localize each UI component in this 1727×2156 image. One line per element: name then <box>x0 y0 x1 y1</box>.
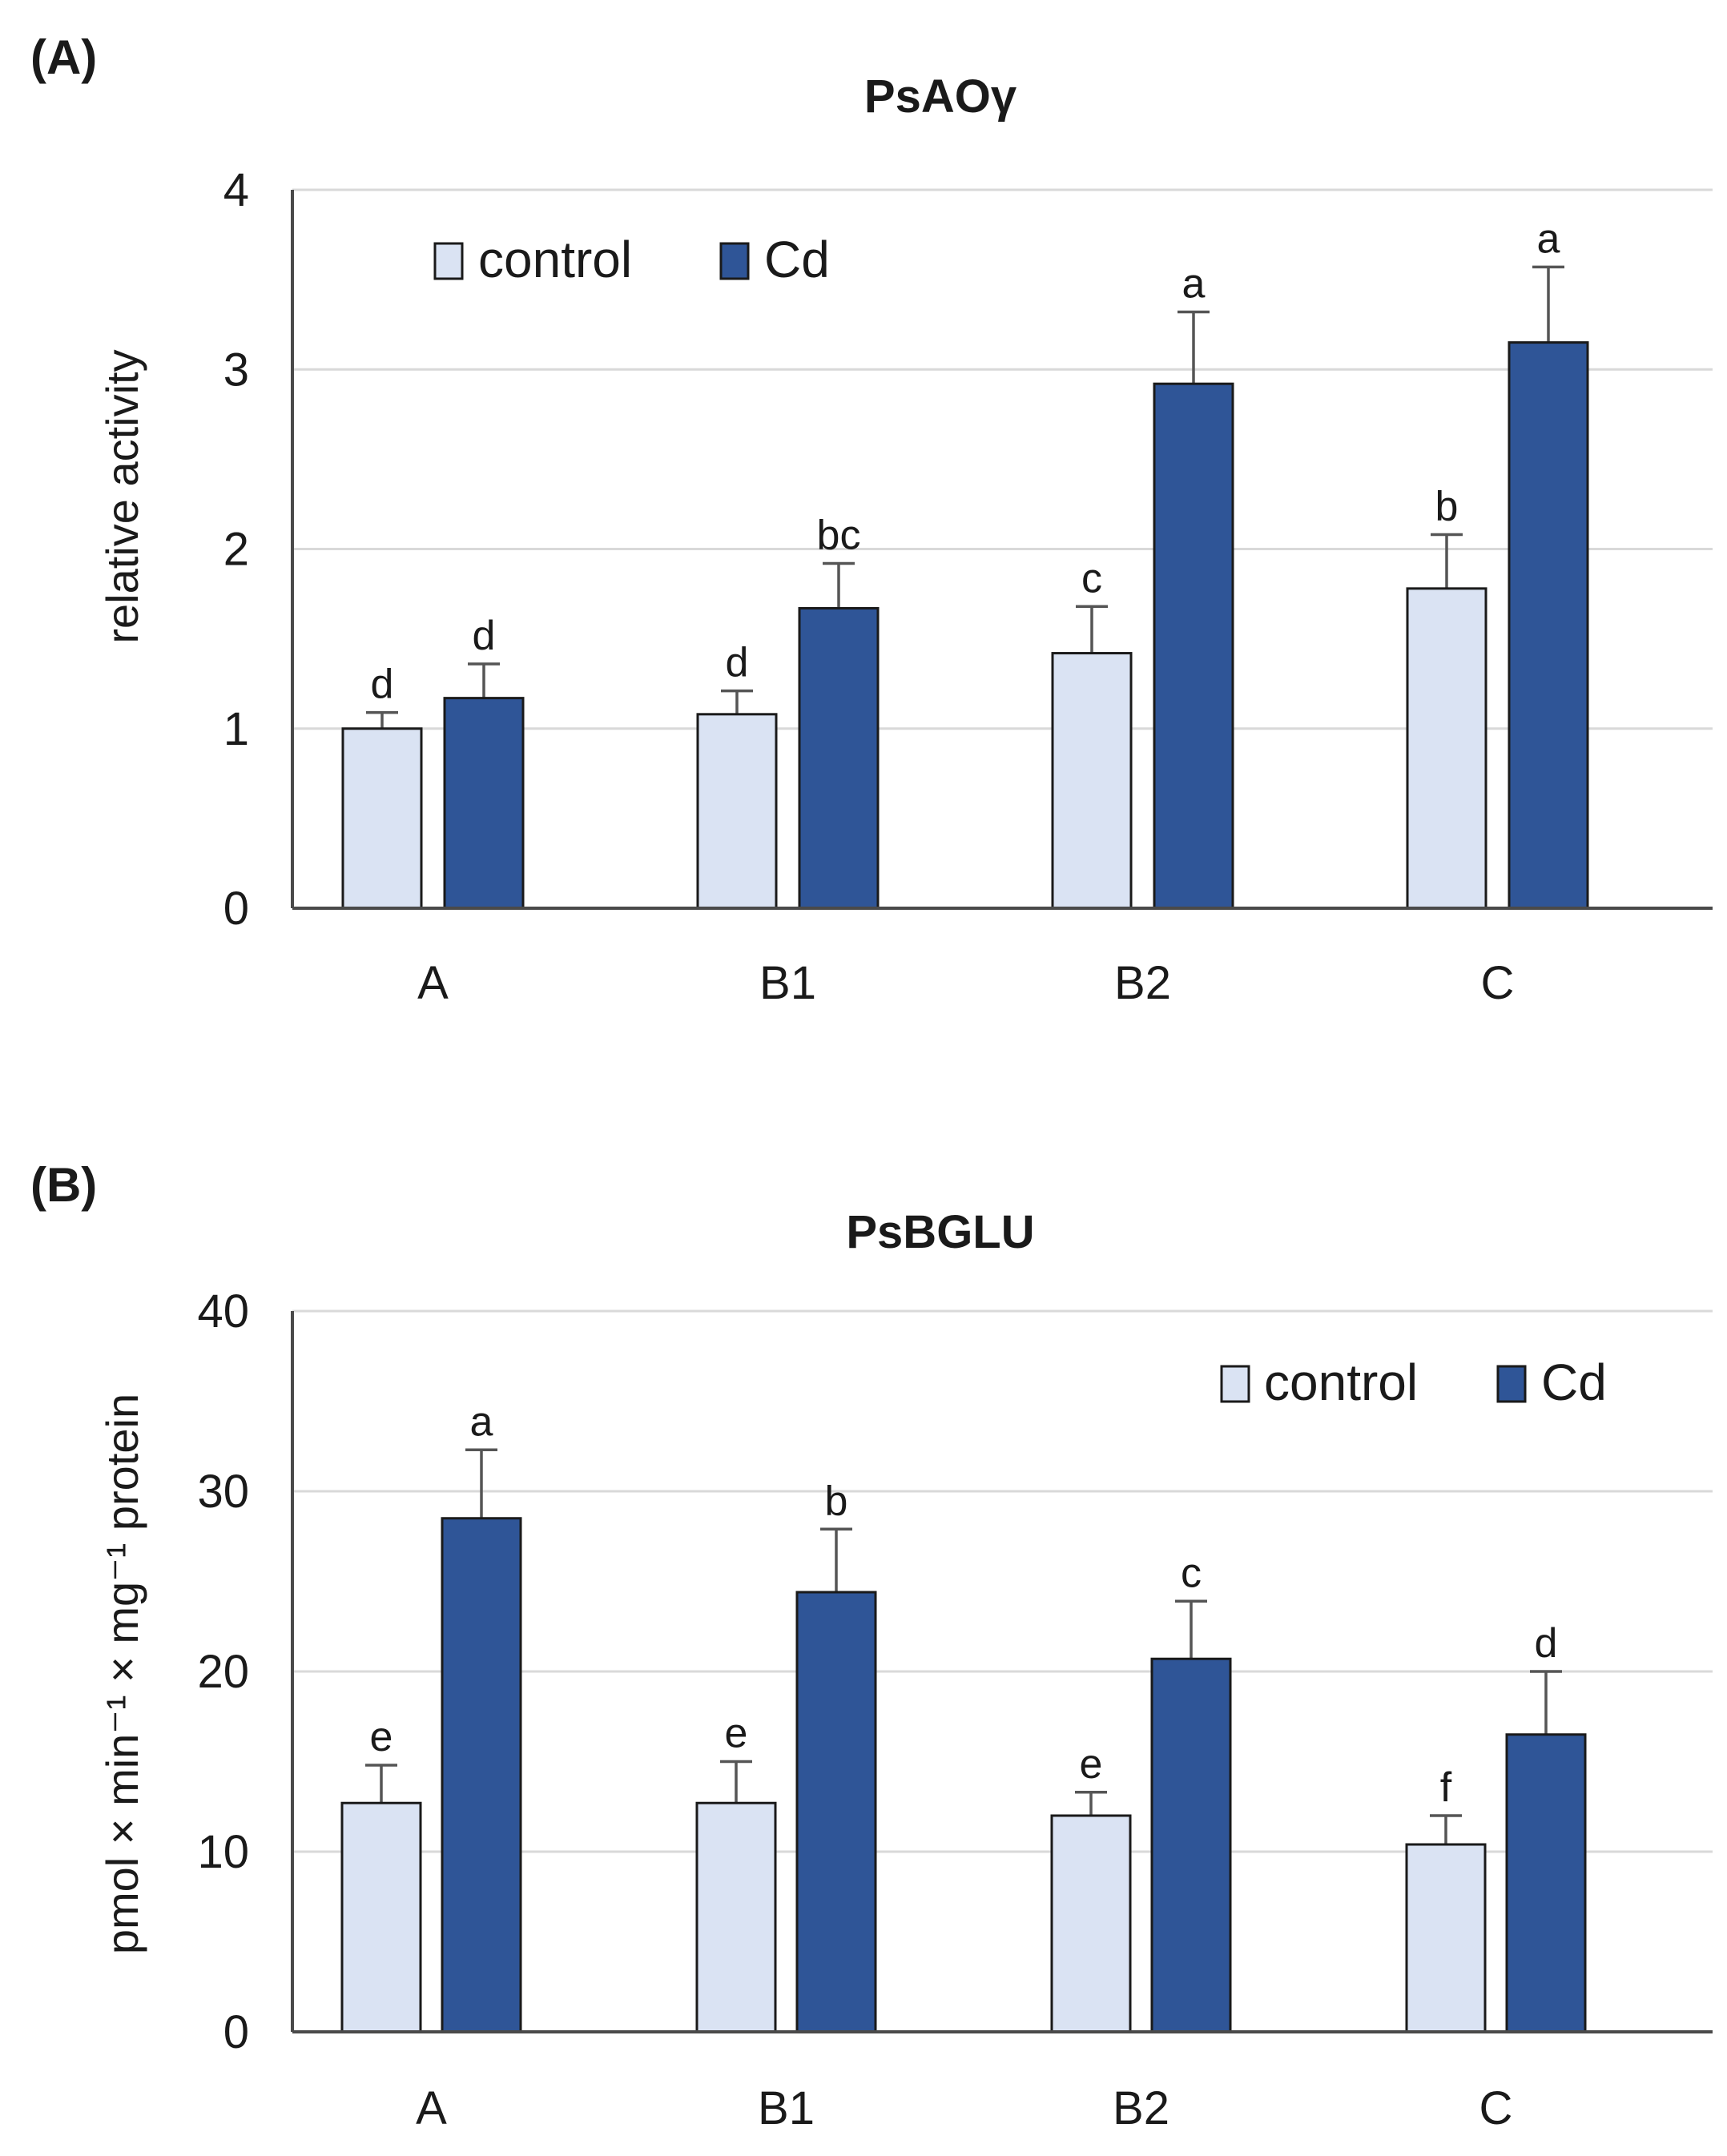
panel-b-letter: (B) <box>30 1158 97 1212</box>
significance-label: bc <box>817 512 861 558</box>
bar-cd-b2 <box>1153 382 1234 910</box>
significance-label: e <box>725 1711 748 1757</box>
significance-label: a <box>1182 260 1206 307</box>
y-tick-label: 3 <box>223 344 249 396</box>
bar-control-b1 <box>695 1801 777 2033</box>
panel-b-title: PsBGLU <box>846 1206 1034 1258</box>
bar-control-c <box>1405 1843 1487 2033</box>
panel-a-title: PsAOγ <box>864 70 1017 123</box>
significance-label: e <box>370 1714 393 1760</box>
bar-cd-b1 <box>798 607 880 910</box>
significance-label: b <box>825 1478 848 1524</box>
bar-control-a <box>341 727 423 910</box>
panel-b-significance-labels: e a e b e c f d <box>370 1398 1558 1811</box>
x-tick-label: B1 <box>758 2082 815 2134</box>
legend-label-control: control <box>1264 1354 1418 1411</box>
significance-label: e <box>1080 1741 1103 1788</box>
panel-a-legend: control Cd <box>433 231 830 288</box>
bar-cd-c <box>1505 1733 1587 2033</box>
y-tick-label: 0 <box>223 883 249 935</box>
bar-cd-a <box>441 1517 522 2033</box>
bar-cd-c <box>1508 341 1589 910</box>
legend-swatch-cd <box>1496 1365 1527 1403</box>
significance-label: d <box>473 613 496 659</box>
legend-label-control: control <box>478 231 632 288</box>
panel-a-bars <box>341 341 1589 910</box>
significance-label: d <box>1535 1620 1558 1667</box>
bar-cd-a <box>443 697 525 910</box>
x-tick-label: C <box>1481 957 1515 1009</box>
panel-b-error-bars <box>365 1448 1562 1875</box>
panel-b-y-axis-label: pmol × min⁻¹ × mg⁻¹ protein <box>97 1394 147 1954</box>
significance-label: a <box>470 1398 493 1445</box>
y-tick-label: 1 <box>223 703 249 755</box>
panel-a-x-ticks: A B1 B2 C <box>417 957 1514 1009</box>
legend-swatch-cd <box>719 242 750 280</box>
x-tick-label: A <box>416 2082 447 2134</box>
significance-label: d <box>726 640 749 686</box>
legend-label-cd: Cd <box>1541 1354 1607 1411</box>
panel-a-y-axis-label: relative activity <box>97 349 147 643</box>
panel-b-x-ticks: A B1 B2 C <box>416 2082 1512 2134</box>
bar-control-b2 <box>1051 652 1133 910</box>
panel-a-y-ticks: 0 1 2 3 4 <box>223 164 249 935</box>
significance-label: c <box>1081 555 1102 601</box>
y-tick-label: 4 <box>223 164 249 216</box>
bar-control-a <box>340 1801 422 2033</box>
x-tick-label: B2 <box>1114 957 1171 1009</box>
bar-control-b2 <box>1050 1814 1132 2033</box>
y-tick-label: 2 <box>223 524 249 576</box>
legend-swatch-control <box>1220 1365 1250 1403</box>
y-tick-label: 40 <box>197 1285 249 1337</box>
panel-b-legend: control Cd <box>1220 1354 1607 1411</box>
panel-b: (B) PsBGLU pmol × min⁻¹ × mg⁻¹ protein 0… <box>30 1158 1713 2134</box>
x-tick-label: A <box>417 957 449 1009</box>
y-tick-label: 20 <box>197 1646 249 1698</box>
significance-label: c <box>1181 1550 1202 1596</box>
x-tick-label: B1 <box>759 957 816 1009</box>
panel-b-bars <box>340 1517 1587 2033</box>
panel-a-error-bars <box>366 265 1564 746</box>
bar-cd-b1 <box>795 1591 877 2033</box>
bar-cd-b2 <box>1150 1657 1232 2033</box>
y-tick-label: 30 <box>197 1466 249 1518</box>
panel-a-letter: (A) <box>30 30 97 84</box>
significance-label: d <box>371 662 394 708</box>
panel-b-y-ticks: 0 10 20 30 40 <box>197 1285 249 2058</box>
legend-swatch-control <box>433 242 464 280</box>
panel-b-axes <box>291 1311 1713 2033</box>
y-tick-label: 10 <box>197 1826 249 1878</box>
panel-a-significance-labels: d d d bc c a b a <box>371 215 1560 707</box>
panel-a-axes <box>291 190 1713 910</box>
bar-control-b1 <box>696 713 778 910</box>
significance-label: a <box>1537 215 1560 262</box>
legend-label-cd: Cd <box>764 231 830 288</box>
bar-control-c <box>1406 587 1487 910</box>
significance-label: b <box>1435 484 1459 530</box>
y-tick-label: 0 <box>223 2006 249 2058</box>
x-tick-label: C <box>1479 2082 1513 2134</box>
significance-label: f <box>1440 1764 1452 1811</box>
x-tick-label: B2 <box>1113 2082 1169 2134</box>
